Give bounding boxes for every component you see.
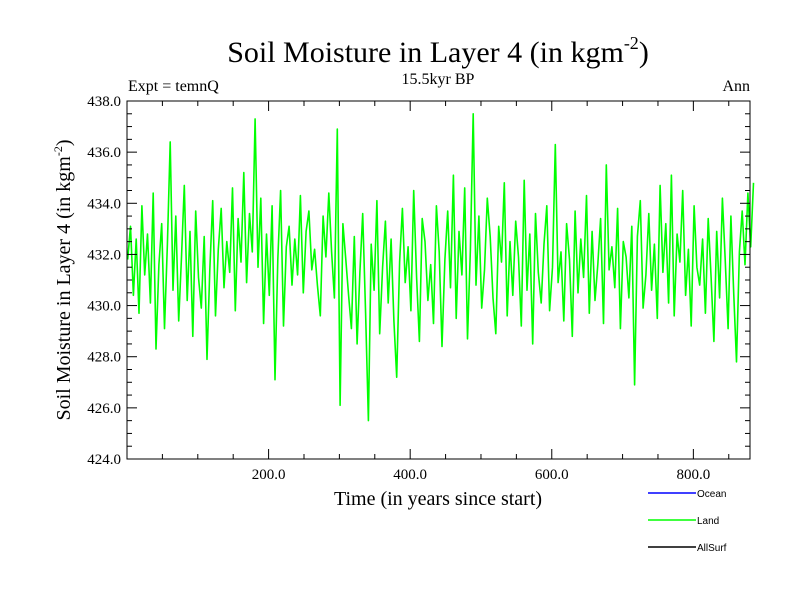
chart-subtitle: 15.5kyr BP [402,71,475,88]
y-tick-label: 430.0 [87,299,121,315]
y-axis-label-close: ) [53,139,75,146]
y-axis-label: Soil Moisture in Layer 4 (in kgm-2) [51,139,75,420]
chart-title-close: ) [639,36,649,69]
season-label: Ann [722,78,750,95]
y-axis-label-main: Soil Moisture in Layer 4 (in kgm [53,156,75,421]
series-line-land [126,113,755,422]
x-tick-label: 800.0 [676,467,710,483]
y-tick-label: 436.0 [87,145,121,161]
chart-title: Soil Moisture in Layer 4 (in kgm-2) [227,33,649,69]
y-tick-label: 438.0 [87,94,121,110]
experiment-label: Expt = temnQ [128,78,219,95]
chart-title-main: Soil Moisture in Layer 4 (in kgm [227,36,624,69]
x-tick-label: 600.0 [535,467,569,483]
x-tick-label: 400.0 [393,467,427,483]
legend: Ocean Land AllSurf [648,489,727,554]
plot-area: 424.0 426.0 428.0 430.0 432.0 434.0 436.0 438.0… [87,94,755,483]
chart-title-superscript: -2 [624,33,639,53]
x-axis-label: Time (in years since start) [334,488,542,510]
y-tick-label: 424.0 [87,452,121,468]
y-tick-label: 434.0 [87,196,121,212]
y-axis-label-superscript: -2 [51,146,65,156]
y-tick-label: 432.0 [87,247,121,263]
y-tick-label: 428.0 [87,350,121,366]
legend-label-ocean: Ocean [697,489,726,500]
legend-label-allsurf: AllSurf [697,543,727,554]
legend-label-land: Land [697,516,719,527]
x-tick-label: 200.0 [252,467,286,483]
y-tick-label: 426.0 [87,401,121,417]
